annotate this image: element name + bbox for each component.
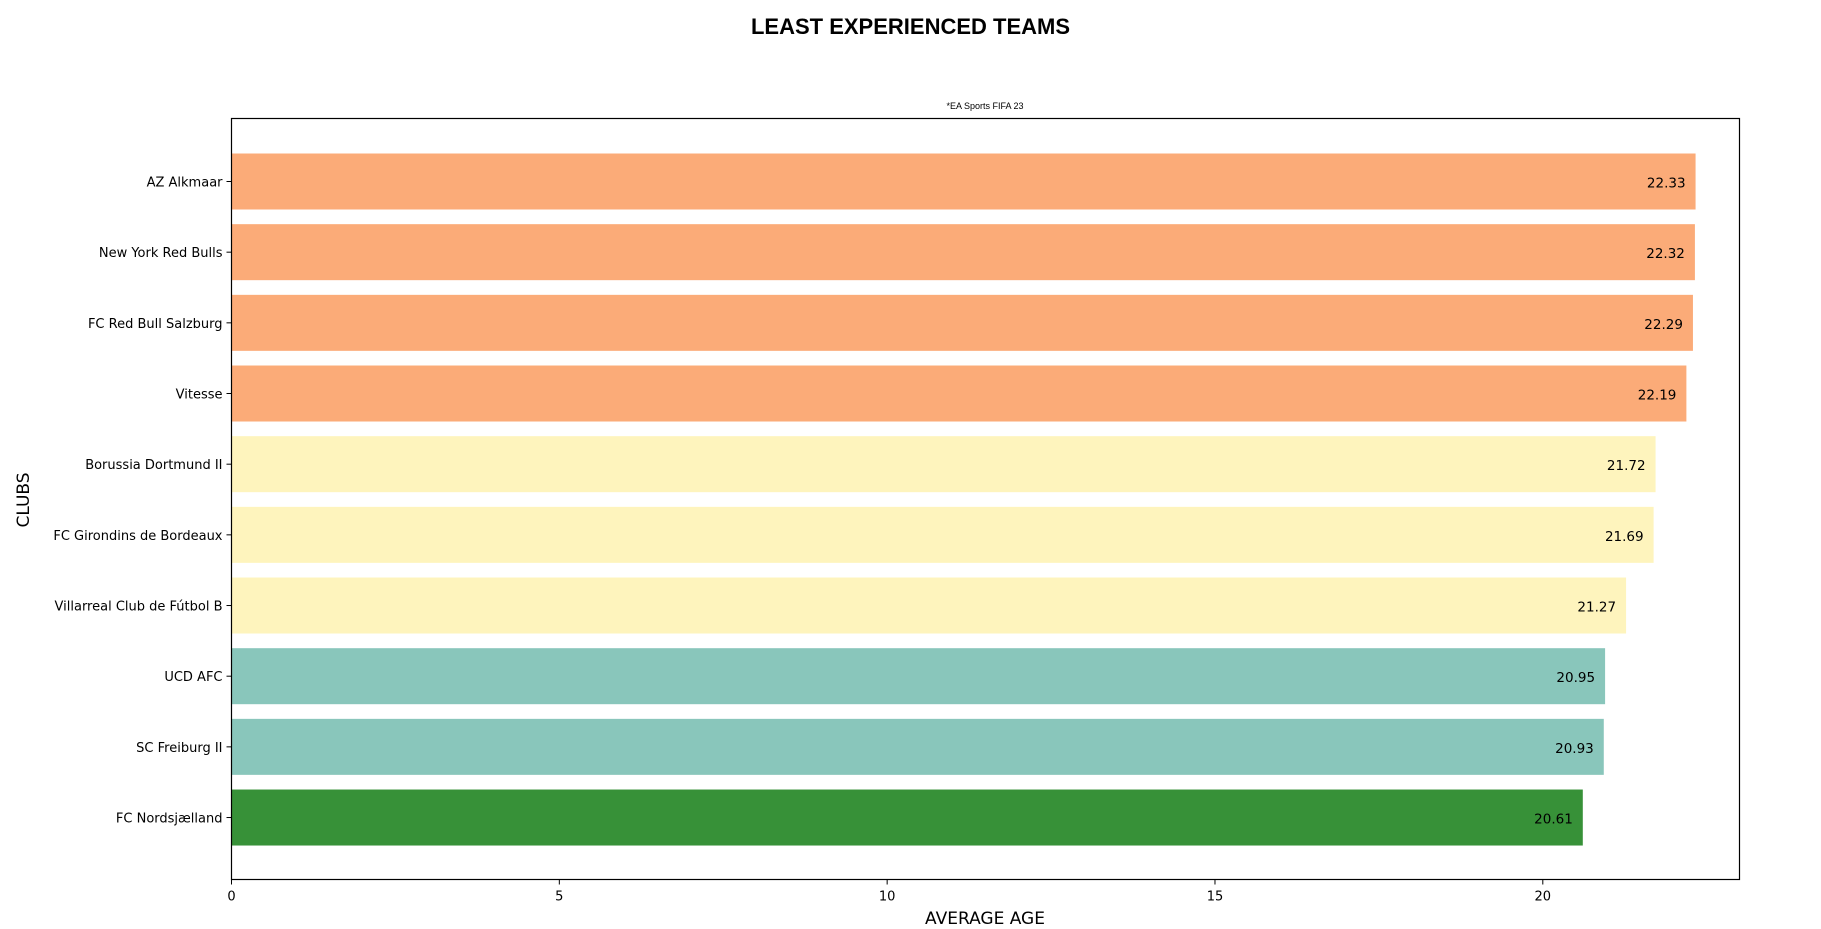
bar-4 (231, 436, 1656, 493)
chart-subtitle: *EA Sports FIFA 23 (946, 101, 1023, 111)
bar-6 (231, 577, 1627, 634)
bar-value-label: 20.95 (1556, 670, 1595, 686)
bar-0 (231, 153, 1696, 210)
y-tick-label: AZ Alkmaar (147, 176, 224, 191)
y-tick-label: Borussia Dortmund II (85, 458, 222, 473)
y-tick-label: Villarreal Club de Fútbol B (55, 600, 223, 615)
y-tick-label: UCD AFC (164, 670, 222, 685)
y-tick-label: FC Nordsjælland (116, 812, 223, 827)
bar-value-label: 20.61 (1534, 812, 1573, 828)
x-tick-label: 5 (555, 890, 563, 905)
bar-8 (231, 718, 1604, 775)
chart-title: LEAST EXPERIENCED TEAMS (750, 14, 1071, 39)
bar-value-label: 22.33 (1647, 176, 1686, 192)
y-tick-label: FC Girondins de Bordeaux (53, 529, 222, 544)
plot-frame (230, 117, 1741, 881)
bar-value-label: 21.27 (1577, 600, 1616, 616)
bar-value-label: 21.69 (1605, 529, 1644, 545)
bar-1 (231, 224, 1695, 281)
y-tick-label: Vitesse (176, 388, 223, 403)
x-tick-label: 10 (879, 890, 896, 905)
x-axis-label: AVERAGE AGE (925, 909, 1045, 929)
bar-value-label: 21.72 (1607, 458, 1646, 474)
bar-7 (231, 648, 1606, 705)
y-tick-label: FC Red Bull Salzburg (88, 317, 223, 332)
x-tick-label: 20 (1535, 890, 1552, 905)
bar-value-label: 22.29 (1644, 317, 1683, 333)
bar-value-label: 22.19 (1638, 388, 1677, 404)
bar-2 (231, 294, 1693, 351)
bar-value-label: 22.32 (1646, 246, 1685, 262)
bar-value-label: 20.93 (1555, 741, 1594, 757)
bar-3 (231, 365, 1687, 422)
bar-9 (231, 789, 1583, 846)
bar-5 (231, 506, 1654, 563)
y-tick-label: SC Freiburg II (136, 741, 222, 756)
x-tick-label: 15 (1207, 890, 1224, 905)
y-axis-label: CLUBS (14, 472, 34, 527)
y-tick-label: New York Red Bulls (99, 246, 223, 261)
x-tick-label: 0 (227, 890, 235, 905)
